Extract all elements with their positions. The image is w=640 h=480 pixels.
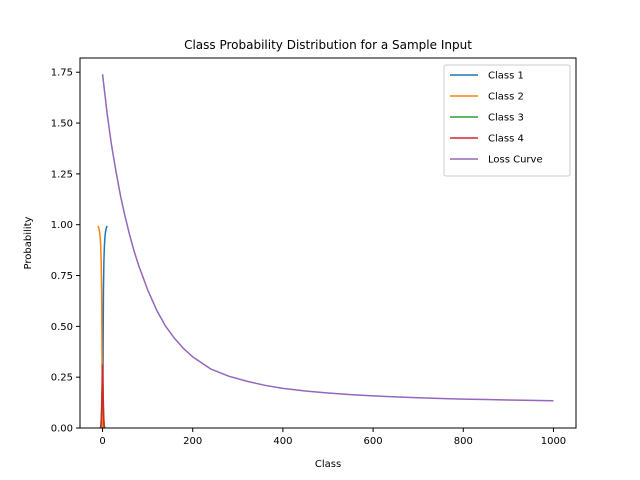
plot-frame (79, 57, 577, 429)
chart-title: Class Probability Distribution for a Sam… (184, 38, 472, 52)
legend-label: Class 3 (488, 113, 524, 124)
x-axis-label: Class (315, 459, 341, 470)
x-tick-label: 400 (273, 436, 292, 447)
y-tick-label: 1.00 (51, 220, 73, 231)
x-tick-label: 1000 (541, 436, 566, 447)
y-tick-label: 1.50 (51, 119, 73, 130)
axes-layer: 0 200 400 600 800 1000 0.00 0.25 0.50 0.75 1.00 1.2… (51, 68, 566, 447)
series-line-4 (99, 364, 106, 428)
x-tick-label: 600 (364, 436, 383, 447)
legend-label: Loss Curve (488, 155, 543, 166)
legend-label: Class 4 (488, 134, 524, 145)
y-tick-label: 0.75 (51, 271, 73, 282)
legend: Class 1 Class 2 Class 3 Class 4 Loss Curve (443, 64, 571, 177)
y-tick-label: 1.75 (51, 68, 73, 79)
legend-label: Class 2 (488, 92, 524, 103)
y-tick-label: 1.25 (51, 169, 73, 180)
y-tick-label: 0.50 (51, 322, 73, 333)
legend-frame (443, 64, 571, 177)
plot-layer (97, 74, 554, 428)
y-tick-label: 0.25 (51, 373, 73, 384)
x-tick-label: 0 (99, 436, 105, 447)
legend-label: Class 1 (488, 71, 524, 82)
x-tick-label: 200 (183, 436, 202, 447)
x-tick-label: 800 (454, 436, 473, 447)
y-axis-label: Probability (23, 216, 34, 269)
series-line-5 (101, 74, 554, 402)
y-tick-label: 0.00 (51, 424, 73, 435)
